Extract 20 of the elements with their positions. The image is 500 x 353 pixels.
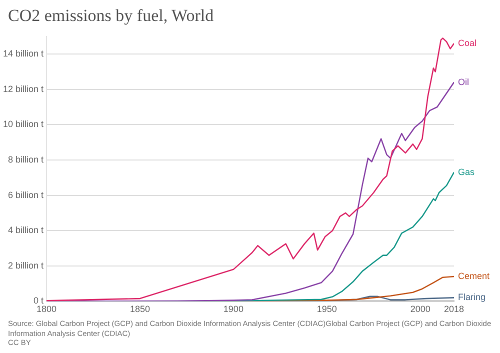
series-label: Oil <box>458 76 469 87</box>
y-tick-label: 10 billion t <box>2 119 44 130</box>
x-tick-label: 1800 <box>36 304 57 314</box>
x-tick-label: 1950 <box>316 304 337 314</box>
series-label: Coal <box>458 38 477 48</box>
x-tick-label: 1850 <box>130 304 150 314</box>
y-tick-label: 2 billion t <box>8 260 44 270</box>
y-tick-label: 8 billion t <box>8 154 44 164</box>
y-tick-label: 12 billion t <box>2 84 44 94</box>
series-label: Flaring <box>458 292 486 302</box>
series-label: Gas <box>458 166 476 177</box>
x-tick-label: 2018 <box>444 304 464 314</box>
y-tick-label: 0 t <box>34 296 44 306</box>
chart-title: CO2 emissions by fuel, World <box>8 6 214 26</box>
y-tick-label: 14 billion t <box>2 48 44 59</box>
x-tick-label: 1900 <box>223 304 244 314</box>
x-tick-label: 2000 <box>410 304 430 314</box>
y-tick-label: 6 billion t <box>8 190 44 200</box>
series-label: Cement <box>458 270 490 281</box>
y-tick-label: 4 billion t <box>8 225 44 236</box>
